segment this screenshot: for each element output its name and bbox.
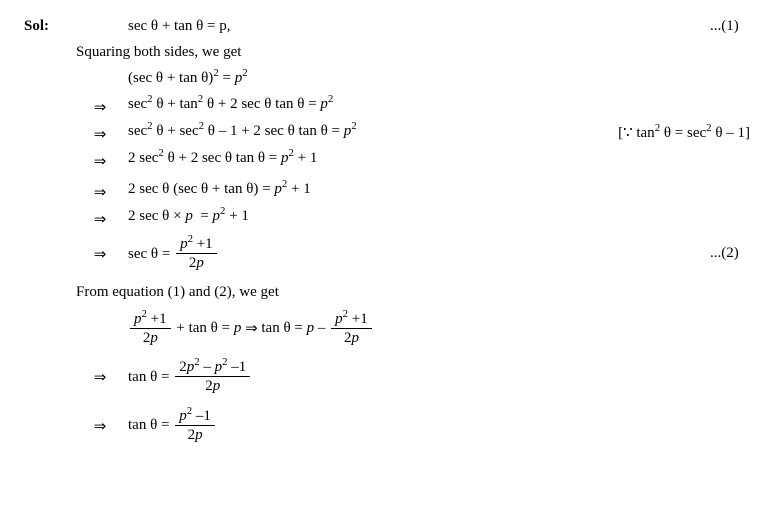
because-icon: ∵ [623,125,633,141]
line-eq2: (sec θ + tan θ)2 = p2 [24,70,750,90]
math: sec2 θ + tan2 θ + 2 sec θ tan θ = p2 [124,96,750,113]
line-eq11: ⇒ tan θ = p2 –1 2p [24,407,750,446]
spacer [76,18,124,20]
math: 2 sec θ (sec θ + tan θ) = p2 + 1 [124,181,750,198]
line-eq7: ⇒ 2 sec θ × p = p2 + 1 [24,208,750,229]
line-eq6: ⇒ 2 sec θ (sec θ + tan θ) = p2 + 1 [24,181,750,202]
implies-icon: ⇒ [76,235,124,264]
fraction: p2 +1 2p [176,235,217,274]
implies-icon: ⇒ [76,407,124,436]
fraction: p2 +1 2p [130,310,171,349]
math: sec θ + tan θ = p, [124,18,710,35]
line-eq9: p2 +1 2p + tan θ = p ⇒ tan θ = p – p2 +1… [24,310,750,349]
line-text-squaring: Squaring both sides, we get [24,44,750,64]
sol-label: Sol: [24,18,76,35]
math: tan θ = 2p2 – p2 –1 2p [124,358,750,397]
math: sec2 θ + sec2 θ – 1 + 2 sec θ tan θ = p2 [124,123,590,140]
implies-icon: ⇒ [76,358,124,387]
math: tan θ = p2 –1 2p [124,407,750,446]
implies-icon: ⇒ [76,150,124,171]
line-eq10: ⇒ tan θ = 2p2 – p2 –1 2p [24,358,750,397]
implies-icon: ⇒ [76,208,124,229]
line-eq3: ⇒ sec2 θ + tan2 θ + 2 sec θ tan θ = p2 [24,96,750,117]
hint: [∵ tan2 θ = sec2 θ – 1] [590,123,750,142]
math: 2 sec2 θ + 2 sec θ tan θ = p2 + 1 [124,150,750,167]
expr: sec θ + tan θ = p, [128,18,231,34]
implies-icon: ⇒ [76,181,124,202]
fraction: p2 –1 2p [175,407,215,446]
eq-number: ...(2) [710,235,750,262]
text: Squaring both sides, we get [24,44,241,61]
fraction: 2p2 – p2 –1 2p [175,358,250,397]
implies-icon: ⇒ [76,96,124,117]
line-eq5: ⇒ 2 sec2 θ + 2 sec θ tan θ = p2 + 1 [24,150,750,171]
math: p2 +1 2p + tan θ = p ⇒ tan θ = p – p2 +1… [124,310,750,349]
implies-icon: ⇒ [76,123,124,144]
math: (sec θ + tan θ)2 = p2 [124,70,750,87]
line-eq1: Sol: sec θ + tan θ = p, ...(1) [24,18,750,38]
fraction: p2 +1 2p [331,310,372,349]
line-eq8: ⇒ sec θ = p2 +1 2p ...(2) [24,235,750,274]
math: 2 sec θ × p = p2 + 1 [124,208,750,225]
line-eq4: ⇒ sec2 θ + sec2 θ – 1 + 2 sec θ tan θ = … [24,123,750,144]
math: sec θ = p2 +1 2p [124,235,710,274]
text: From equation (1) and (2), we get [24,284,279,301]
line-text-from: From equation (1) and (2), we get [24,284,750,304]
eq-number: ...(1) [710,18,750,35]
implies-icon: ⇒ [245,319,258,338]
